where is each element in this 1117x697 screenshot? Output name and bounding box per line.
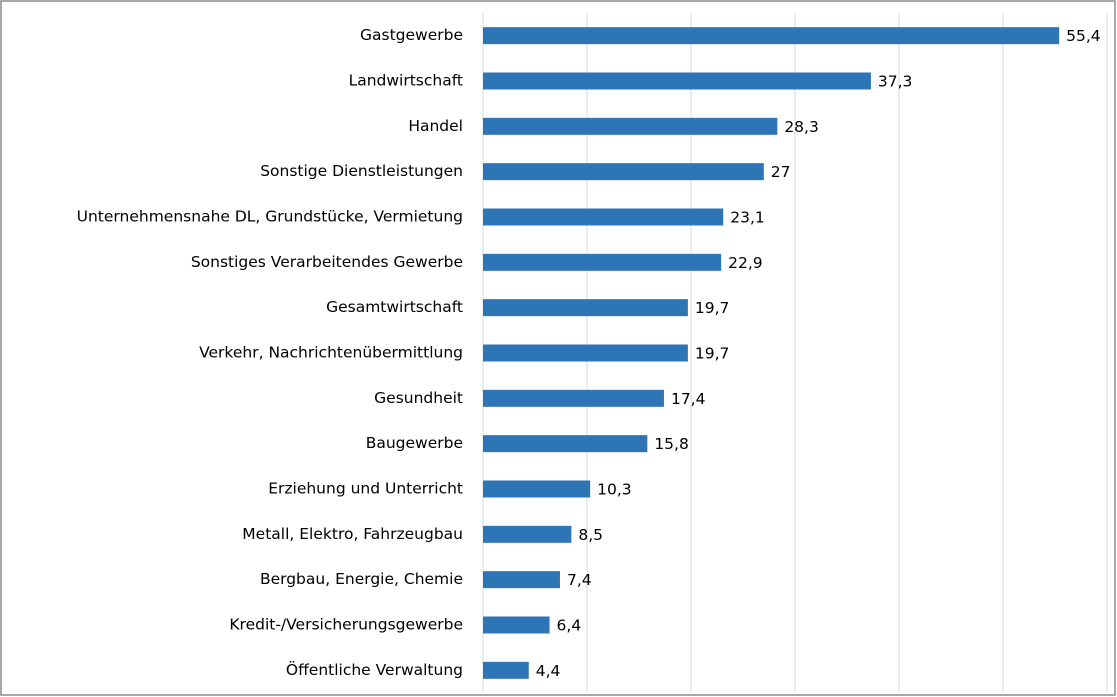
bar [483,480,591,498]
data-label: 19,7 [695,299,730,317]
bar [483,661,529,679]
bar [483,117,778,135]
data-label: 27 [771,163,791,181]
data-label: 10,3 [597,481,632,499]
bar [483,616,550,634]
bar [483,163,764,181]
y-tick-label: Landwirtschaft [349,72,463,90]
y-tick-label: Gastgewerbe [360,26,463,44]
bar [483,299,688,317]
y-tick-label: Metall, Elektro, Fahrzeugbau [242,525,463,543]
data-label: 4,4 [536,662,561,680]
data-label: 8,5 [578,526,603,544]
y-tick-label: Bergbau, Energie, Chemie [260,570,463,588]
bar [483,72,871,90]
y-tick-label: Gesundheit [374,389,463,407]
y-tick-label: Sonstige Dienstleistungen [260,162,463,180]
data-label: 55,4 [1066,27,1101,45]
data-label: 6,4 [557,617,582,635]
y-tick-label: Verkehr, Nachrichtenübermittlung [199,344,463,362]
y-tick-label: Kredit-/Versicherungsgewerbe [229,616,463,634]
data-label: 15,8 [654,435,689,453]
bar [483,27,1060,45]
y-tick-label: Handel [408,117,463,135]
bar [483,525,572,543]
data-label: 17,4 [671,390,706,408]
bar [483,208,724,226]
data-label: 23,1 [730,209,765,227]
y-tick-label: Erziehung und Unterricht [268,480,463,498]
y-tick-label: Baugewerbe [366,434,463,452]
bar [483,571,560,589]
data-label: 28,3 [784,118,819,136]
data-label: 37,3 [878,73,913,91]
data-label: 22,9 [728,254,763,272]
bar [483,435,648,453]
bar [483,344,688,362]
data-label: 19,7 [695,345,730,363]
y-tick-label: Gesamtwirtschaft [326,298,463,316]
data-label: 7,4 [567,571,592,589]
bar [483,389,664,407]
y-tick-label: Unternehmensnahe DL, Grundstücke, Vermie… [77,208,463,226]
y-tick-label: Sonstiges Verarbeitendes Gewerbe [191,253,463,271]
y-tick-label: Öffentliche Verwaltung [286,660,463,679]
bar [483,253,722,271]
